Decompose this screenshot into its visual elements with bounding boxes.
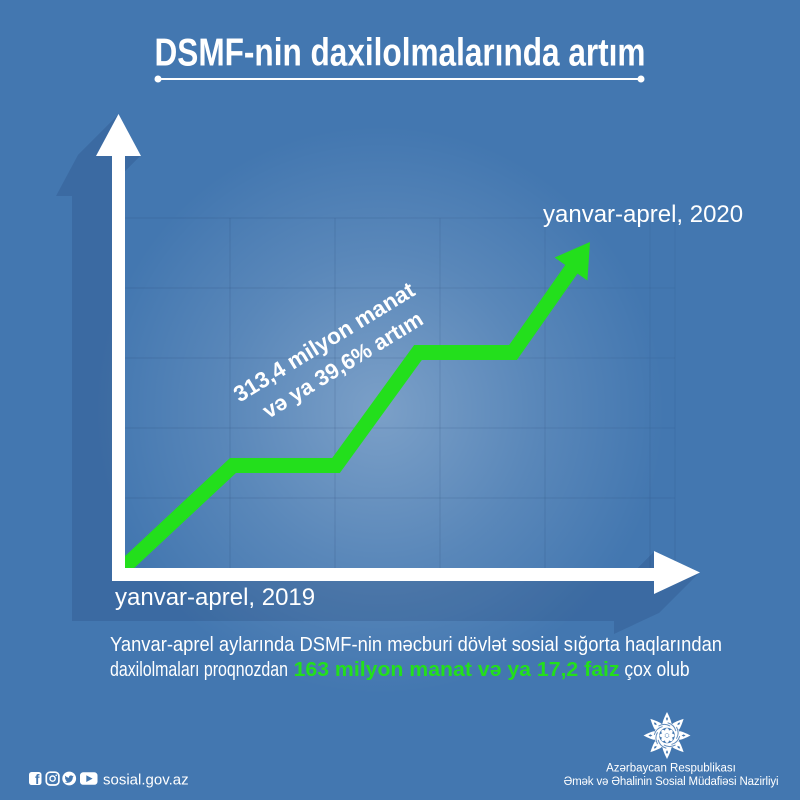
svg-text:sosial.gov.az: sosial.gov.az	[103, 772, 189, 789]
svg-text:Əmək və Əhalinin Sosial Müdafi: Əmək və Əhalinin Sosial Müdafiəsi Nazirl…	[564, 776, 779, 788]
svg-text:yanvar-aprel, 2019: yanvar-aprel, 2019	[115, 584, 315, 611]
svg-text:f: f	[35, 772, 40, 787]
svg-text:DSMF-nin daxilolmalarında artı: DSMF-nin daxilolmalarında artım	[155, 32, 646, 75]
svg-text:Azərbaycan Respublikası: Azərbaycan Respublikası	[606, 763, 736, 775]
svg-text:daxilolmaları proqnozdan 163 m: daxilolmaları proqnozdan 163 milyon mana…	[110, 659, 690, 681]
svg-text:Yanvar-aprel aylarında DSMF-ni: Yanvar-aprel aylarında DSMF-nin məcburi …	[110, 634, 722, 656]
svg-text:yanvar-aprel, 2020: yanvar-aprel, 2020	[543, 201, 743, 228]
